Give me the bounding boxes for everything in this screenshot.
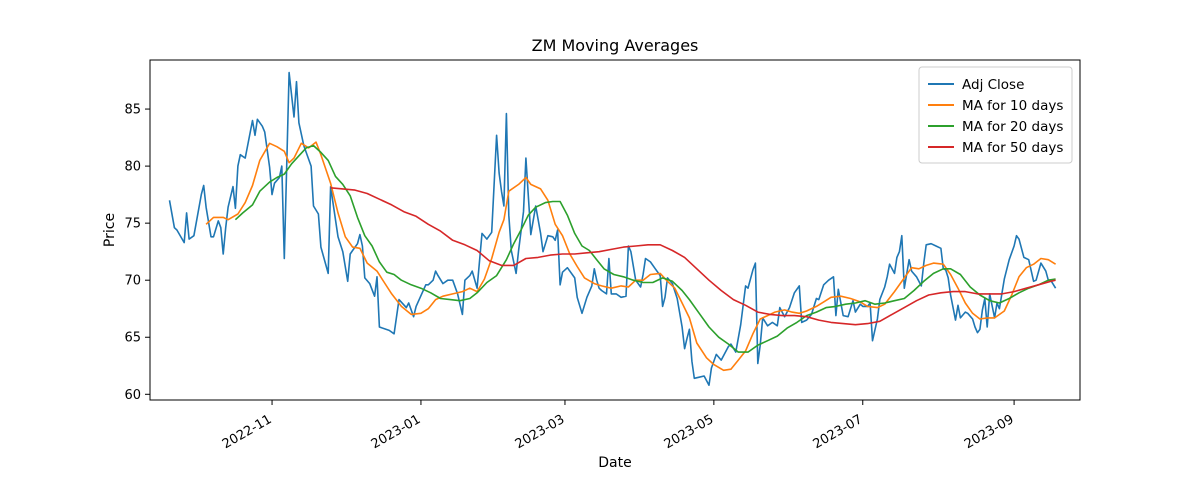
legend-label-ma-for-20-days: MA for 20 days [962,119,1063,135]
series-line-ma-for-10-days [205,141,1057,372]
legend-label-ma-for-50-days: MA for 50 days [962,140,1063,156]
chart-title: ZM Moving Averages [532,36,699,55]
y-tick-label: 60 [124,388,141,403]
y-axis-ticks: 60 65 70 75 80 85 [124,103,150,403]
y-tick-label: 70 [124,274,141,289]
y-axis-label: Price [102,213,118,247]
legend-label-adj-close: Adj Close [962,77,1024,93]
legend-box [918,66,1073,164]
series-line-ma-for-50-days [330,187,1056,326]
legend-label-ma-for-10-days: MA for 10 days [962,98,1063,114]
y-tick-label: 80 [124,160,141,175]
y-tick-label: 75 [124,217,141,232]
legend: Adj Close MA for 10 days MA for 20 days MA … [918,66,1073,164]
plot-lines [168,71,1057,387]
plot-frame [149,59,1081,401]
x-axis-label: Date [598,455,631,471]
y-tick-label: 85 [124,103,141,118]
series-line-adj-close [168,71,1057,387]
series-line-ma-for-20-days [234,144,1056,353]
y-tick-label: 65 [124,331,141,346]
